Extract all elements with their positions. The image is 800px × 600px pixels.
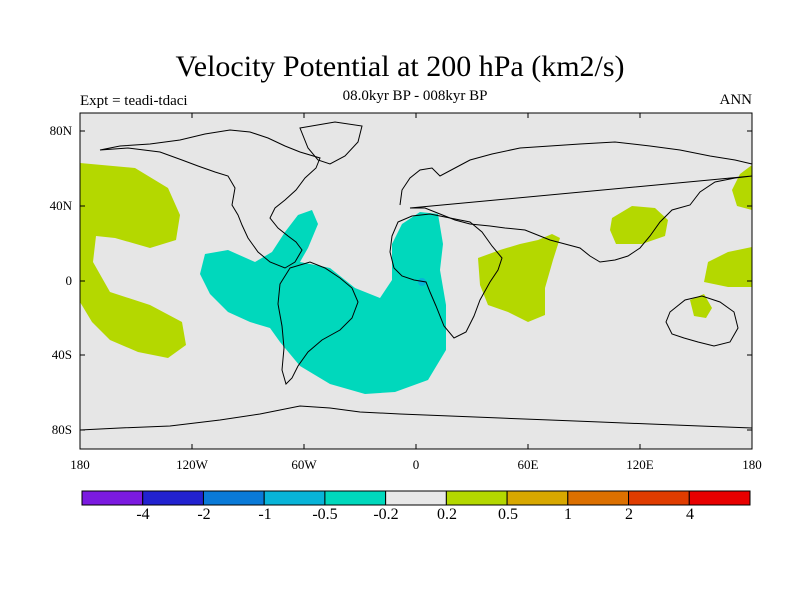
map-ticks (80, 113, 752, 449)
west-pacific-positive-region (704, 247, 752, 287)
africa-indian-positive-region (478, 234, 560, 322)
north-america-coast (99, 129, 321, 269)
lon-label-180e: 180 (742, 457, 762, 472)
east-asia-positive-region (610, 206, 668, 244)
colorbar-label: 1 (564, 506, 572, 523)
colorbar-swatch (688, 490, 751, 506)
lon-label-0: 0 (412, 457, 420, 472)
colorbar-swatch (567, 490, 630, 506)
colorbar-label: -0.5 (312, 506, 338, 523)
colorbar-swatch (506, 490, 569, 506)
lat-label-80n: 80N (49, 123, 72, 138)
coastlines (79, 121, 753, 431)
positive-anomaly-regions (80, 163, 752, 358)
south-america-coast (277, 261, 359, 385)
negative-anomaly-regions (200, 210, 446, 394)
lon-label-180w: 180 (70, 457, 90, 472)
colorbar-swatch (263, 490, 326, 506)
colorbar-label: -2 (197, 506, 211, 523)
lat-label-80s: 80S (51, 422, 72, 437)
colorbar-label: -0.2 (373, 506, 399, 523)
lon-label-120e: 120E (626, 457, 654, 472)
australia-coast (665, 295, 739, 347)
lon-label-120w: 120W (176, 457, 208, 472)
colorbar-swatch (445, 490, 508, 506)
africa-coast (389, 213, 503, 339)
lon-label-60e: 60E (517, 457, 539, 472)
atlantic-americas-negative-region (200, 210, 446, 394)
colorbar-label: 0.2 (437, 506, 457, 523)
colorbar-label: -1 (258, 506, 272, 523)
chart-subtitle: 08.0kyr BP - 008kyr BP (342, 88, 488, 104)
season-label: ANN (719, 92, 753, 108)
colorbar-label: -4 (136, 506, 150, 523)
gulf-of-guinea-spot (418, 278, 426, 286)
colorbar-swatch (628, 490, 690, 506)
lon-label-60w: 60W (291, 457, 317, 472)
experiment-label: Expt = teadi-tdaci (80, 93, 188, 109)
colorbar-label: 2 (625, 506, 633, 523)
colorbar-swatch (324, 490, 387, 506)
lat-label-40s: 40S (51, 347, 72, 362)
colorbar-swatch (385, 490, 447, 506)
colorbar-swatch (202, 490, 265, 506)
colorbar-swatch (81, 490, 144, 506)
chart-title: Velocity Potential at 200 hPa (km2/s) (175, 50, 625, 83)
greenland-coast (299, 121, 363, 165)
australia-positive-region (690, 294, 712, 318)
colorbar-swatch (142, 490, 204, 506)
lat-label-0: 0 (65, 273, 73, 288)
colorbar-label: 4 (686, 506, 694, 523)
antarctica-coast (79, 405, 753, 431)
central-pacific-positive-region (80, 163, 186, 358)
colorbar (81, 490, 751, 506)
lat-label-40n: 40N (49, 198, 72, 213)
eurasia-coast (399, 141, 753, 263)
colorbar-label: 0.5 (498, 506, 518, 523)
